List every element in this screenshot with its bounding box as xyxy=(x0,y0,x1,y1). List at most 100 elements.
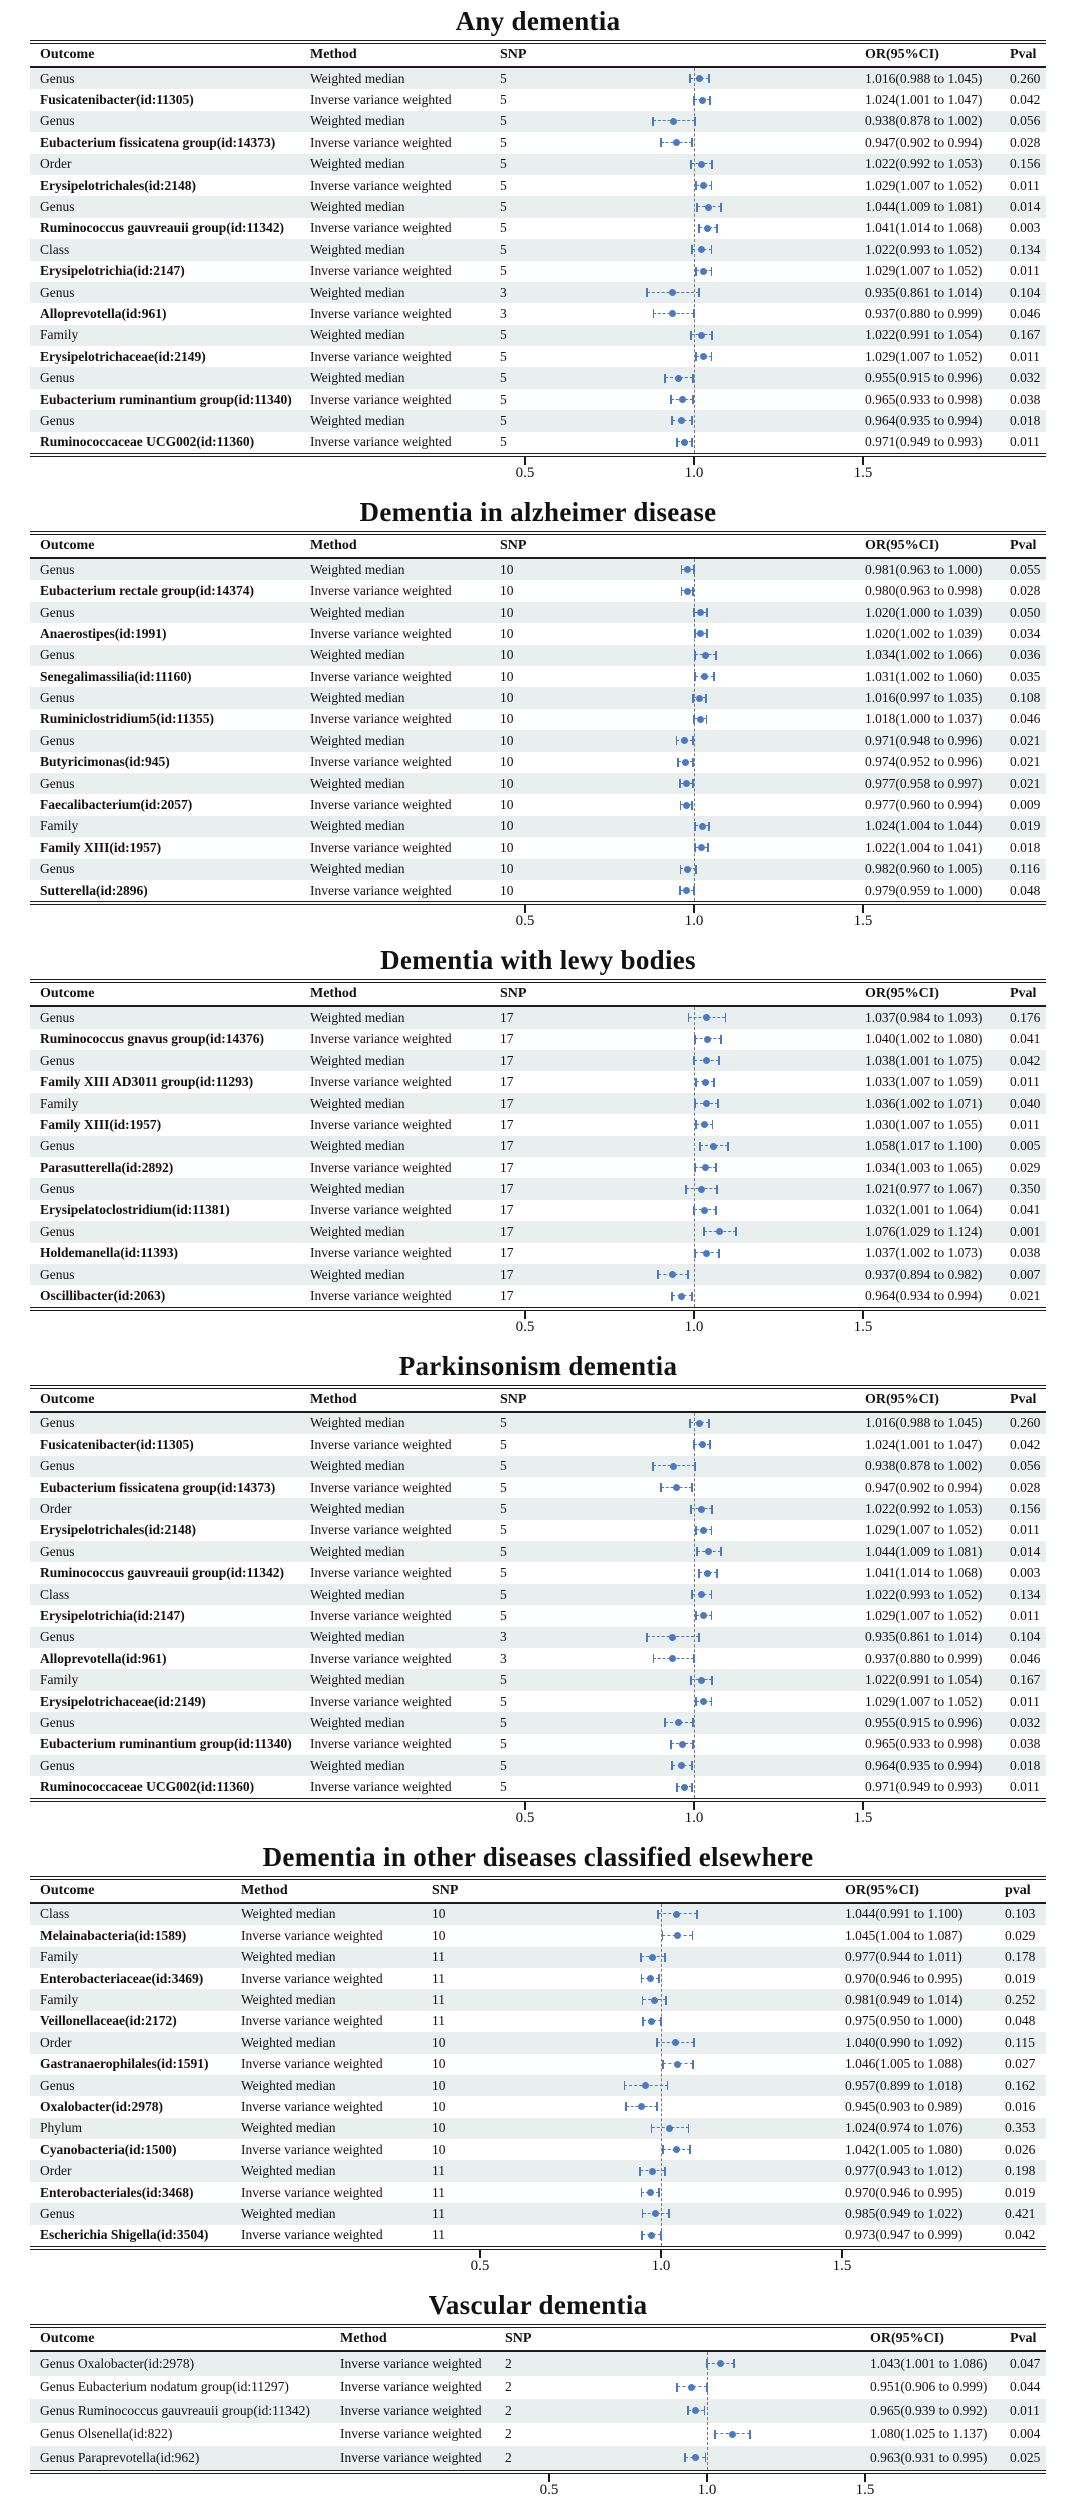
ci-cap-high xyxy=(711,159,713,169)
or-ci-cell: 1.044(0.991 to 1.100) xyxy=(845,1906,963,1922)
ci-cap-high xyxy=(710,266,713,276)
or-ci-cell: 1.044(1.009 to 1.081) xyxy=(865,1543,983,1559)
ci-cap-low xyxy=(689,74,691,84)
pval-cell: 0.035 xyxy=(1010,668,1041,684)
or-point-marker xyxy=(701,1078,709,1086)
table-header-row: Outcome Method SNP OR(95%CI) Pval xyxy=(30,1389,1046,1413)
snp-cell: 10 xyxy=(500,732,514,748)
table-row: Erysipelotrichales(id:2148) Inverse vari… xyxy=(30,1520,1046,1541)
snp-cell: 11 xyxy=(432,1992,445,2008)
or-point-marker xyxy=(681,758,689,766)
axis-tick xyxy=(862,457,864,466)
or-point-marker xyxy=(666,2124,674,2132)
ci-cap-high xyxy=(715,1163,717,1173)
pval-cell: 0.047 xyxy=(1010,2355,1041,2371)
or-ci-cell: 1.044(1.009 to 1.081) xyxy=(865,199,983,215)
method-cell: Inverse variance weighted xyxy=(310,92,452,108)
pval-cell: 0.104 xyxy=(1010,284,1041,300)
ci-cap-high xyxy=(706,608,709,617)
ci-plot-cell xyxy=(530,1477,865,1498)
outcome-cell: Genus xyxy=(40,113,75,129)
table-row: Genus Weighted median 5 1.016(0.988 to 1… xyxy=(30,1412,1046,1435)
ci-plot-cell xyxy=(462,2139,845,2160)
ci-cap-high xyxy=(715,650,718,660)
forest-panel: Dementia in other diseases classified el… xyxy=(30,1842,1046,2282)
ci-cap-high xyxy=(665,1995,667,2005)
or-point-marker xyxy=(697,1505,705,1513)
or-ci-cell: 1.024(1.001 to 1.047) xyxy=(865,92,983,108)
outcome-cell: Enterobacteriaceae(id:3469) xyxy=(40,1970,204,1986)
or-point-marker xyxy=(680,737,688,745)
ci-plot-cell xyxy=(530,816,865,837)
or-point-marker xyxy=(698,822,706,830)
or-ci-cell: 0.957(0.899 to 1.018) xyxy=(845,2077,963,2093)
ci-cap-low xyxy=(697,223,700,233)
table-row: Genus Weighted median 17 0.937(0.894 to … xyxy=(30,1263,1046,1286)
snp-cell: 3 xyxy=(500,1650,507,1666)
or-point-marker xyxy=(717,2360,725,2368)
snp-cell: 10 xyxy=(432,2120,446,2136)
or-ci-cell: 1.058(1.017 to 1.100) xyxy=(865,1138,983,1154)
ci-cap-high xyxy=(691,373,694,383)
ci-cap-high xyxy=(666,2081,669,2091)
snp-cell: 5 xyxy=(500,1501,507,1516)
forest-panel: Any dementia Outcome Method SNP OR(95%CI… xyxy=(30,6,1046,489)
method-cell: Inverse variance weighted xyxy=(310,1565,452,1581)
panel-table: Outcome Method SNP OR(95%CI) Pval Genus … xyxy=(30,531,1046,906)
snp-cell: 5 xyxy=(500,391,507,407)
ci-cap-high xyxy=(658,2188,661,2198)
or-point-marker xyxy=(673,1932,681,1940)
outcome-cell: Gastranaerophilales(id:1591) xyxy=(40,2056,209,2072)
ci-cap-high xyxy=(720,202,723,212)
table-row: Genus Weighted median 17 1.037(0.984 to … xyxy=(30,1007,1046,1029)
ci-cap-low xyxy=(695,1697,698,1707)
snp-cell: 17 xyxy=(500,1181,514,1197)
outcome-cell: Eubacterium ruminantium group(id:11340) xyxy=(40,391,292,407)
snp-cell: 5 xyxy=(500,92,507,108)
ci-cap-low xyxy=(679,800,682,810)
ci-plot-cell xyxy=(530,218,865,239)
pval-cell: 0.050 xyxy=(1010,604,1041,620)
table-row: Alloprevotella(id:961) Inverse variance … xyxy=(30,1648,1046,1669)
method-cell: Inverse variance weighted xyxy=(241,2184,383,2200)
pval-cell: 0.011 xyxy=(1010,1116,1040,1132)
pval-cell: 0.016 xyxy=(1005,2098,1036,2114)
table-row: Alloprevotella(id:961) Inverse variance … xyxy=(30,303,1046,324)
snp-cell: 2 xyxy=(505,2402,512,2418)
pval-cell: 0.260 xyxy=(1010,1415,1041,1431)
or-ci-cell: 1.018(1.000 to 1.037) xyxy=(865,711,983,727)
ci-cap-low xyxy=(640,2230,643,2240)
pval-cell: 0.038 xyxy=(1010,1245,1041,1261)
or-point-marker xyxy=(652,2210,660,2218)
ci-plot-cell xyxy=(462,2032,845,2053)
or-ci-cell: 1.041(1.014 to 1.068) xyxy=(865,1565,983,1581)
snp-cell: 10 xyxy=(500,711,514,727)
or-point-marker xyxy=(680,1783,688,1791)
or-ci-cell: 1.038(1.001 to 1.075) xyxy=(865,1052,983,1068)
method-cell: Weighted median xyxy=(241,1992,336,2008)
panel-title: Dementia with lewy bodies xyxy=(380,945,696,976)
method-cell: Inverse variance weighted xyxy=(340,2402,482,2418)
ci-cap-high xyxy=(726,1141,729,1151)
method-cell: Weighted median xyxy=(310,818,405,834)
col-header-method: Method xyxy=(310,1391,357,1407)
table-header-row: Outcome Method SNP OR(95%CI) pval xyxy=(30,1880,1046,1904)
table-row: Genus Weighted median 10 1.034(1.002 to … xyxy=(30,644,1046,666)
ci-cap-low xyxy=(695,1077,698,1087)
outcome-cell: Genus xyxy=(40,1009,75,1025)
ci-cap-high xyxy=(724,1013,727,1023)
snp-cell: 5 xyxy=(500,1479,507,1495)
or-ci-cell: 1.031(1.002 to 1.060) xyxy=(865,668,983,684)
or-point-marker xyxy=(648,2017,656,2025)
method-cell: Inverse variance weighted xyxy=(310,711,452,727)
ci-plot-cell xyxy=(530,1178,865,1199)
pval-cell: 0.019 xyxy=(1005,1970,1036,1986)
snp-cell: 11 xyxy=(432,2205,445,2221)
ci-cap-high xyxy=(708,1440,711,1450)
outcome-cell: Ruminococcus gauvreauii group(id:11342) xyxy=(40,1565,285,1581)
or-point-marker xyxy=(701,651,709,659)
snp-cell: 10 xyxy=(500,839,514,855)
table-row: Ruminococcus gauvreauii group(id:11342) … xyxy=(30,1562,1046,1583)
method-cell: Weighted median xyxy=(310,1052,405,1068)
